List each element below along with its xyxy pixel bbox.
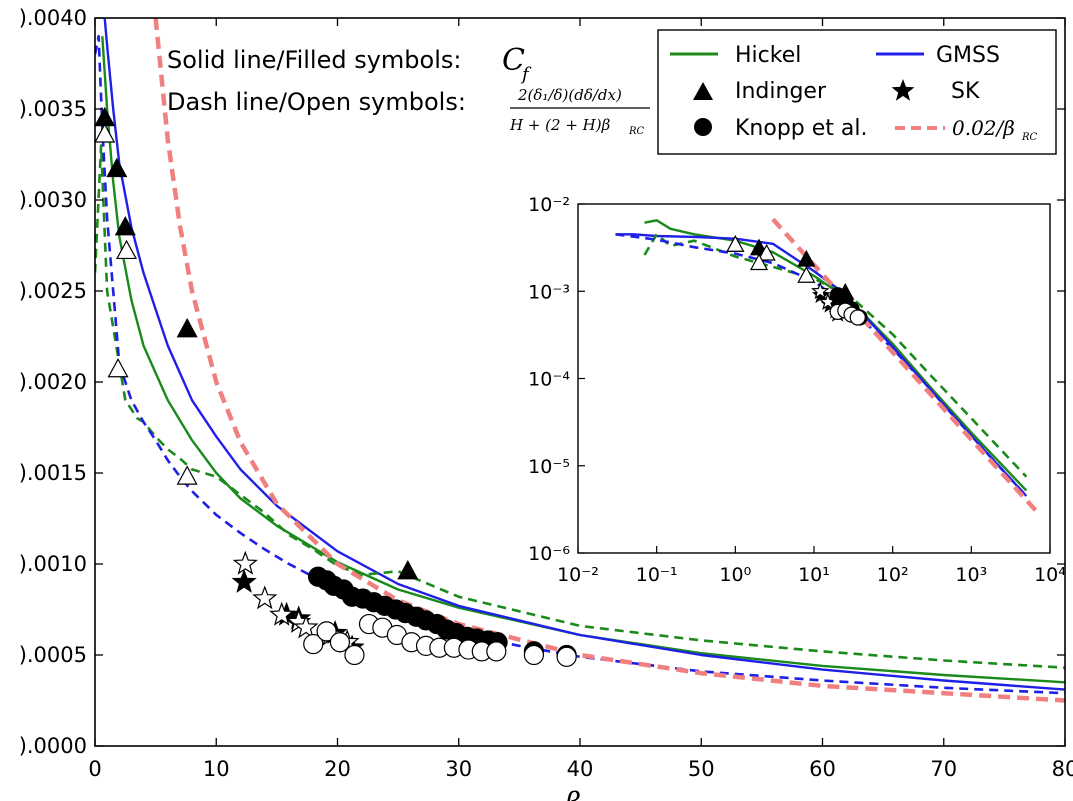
inset-indinger-marker-open-point [757, 243, 776, 261]
annotation-solid: Solid line/Filled symbols: [167, 46, 461, 74]
inset-x-tick-label: 10⁴ [1034, 564, 1066, 586]
annotation-frac-numerator: 2(δ₁/δ)(dδ/dx) [517, 86, 622, 104]
main-knopp-et-al-marker-open-point [329, 632, 351, 653]
main-gmss-dash-line [95, 34, 1065, 695]
main-indinger-marker-open-point [116, 239, 138, 260]
inset-x-tick-label: 10⁻² [557, 564, 599, 586]
main-knopp-et-al-marker-open-point [486, 641, 507, 662]
inset-ticks: 10⁻² 10⁻¹ 10⁰ 10¹ 10² 10³ 10⁴ 10⁻⁶ 10⁻⁵ 10⁻⁴ 10⁻³ 1… [528, 194, 1066, 586]
legend-sk-marker [891, 79, 915, 101]
annotation-solid-math: C [502, 43, 525, 78]
inset-gmss-dash-line [615, 233, 1028, 497]
inset-x-tick-label: 10² [877, 564, 909, 586]
inset-axes: 10⁻² 10⁻¹ 10⁰ 10¹ 10² 10³ 10⁴ 10⁻⁶ 10⁻⁵ 10⁻⁴ 10⁻³ 1… [528, 194, 1066, 586]
inset-indinger-marker-open-point [726, 235, 745, 252]
main-knopp-et-al-marker-open-point [303, 633, 324, 655]
inset-x-tick-label: 10⁻¹ [636, 564, 678, 586]
main-knopp-et-al-marker-open-point [344, 644, 365, 666]
main-knopp-et-al-marker-open-point [556, 646, 577, 667]
main-indinger-marker-filled-point [114, 216, 136, 236]
legend-sk-star [891, 79, 915, 101]
inset-sk-marker-open-point [810, 281, 830, 300]
main-knopp-et-al-marker-open-point [523, 644, 545, 666]
inset-indinger-marker-open-point [797, 266, 816, 283]
legend-hickel-label: Hickel [735, 43, 801, 68]
main-x-tick-label: 20 [324, 757, 351, 781]
inset-x-tick-label: 10¹ [798, 564, 830, 586]
main-sk-marker-filled-point [231, 568, 257, 593]
inset-knopp-et-al-marker-open-point [849, 309, 866, 326]
inset-y-tick-label: 10⁻³ [528, 281, 570, 303]
legend-knopp-marker [694, 118, 712, 136]
main-x-tick-label: 50 [688, 757, 715, 781]
inset-series [615, 217, 1040, 515]
main-y-tick-label: ).0030 [19, 188, 87, 212]
main-x-tick-label: 80 [1052, 757, 1073, 781]
legend-knopp-label: Knopp et al. [735, 116, 868, 141]
main-x-axis-label: β [564, 786, 581, 801]
main-indinger-marker-filled-point [95, 106, 116, 127]
main-x-tick-label: 10 [203, 757, 230, 781]
main-x-tick-label: 0 [88, 757, 101, 781]
main-y-tick-label: ).0035 [19, 97, 87, 121]
main-indinger-marker-filled-point [176, 317, 198, 338]
legend-reference-label: 0.02/β [952, 116, 1015, 140]
legend-frame [657, 29, 1057, 155]
main-indinger-marker-filled-point [397, 560, 419, 580]
main-y-tick-label: ).0000 [19, 734, 87, 758]
annotation: Solid line/Filled symbols: C f Dash line… [167, 43, 650, 137]
annotation-solid-math-sub: f [520, 64, 532, 85]
main-0-02-pinkdash-line [153, 18, 1065, 703]
main-sk-marker-open-point [293, 614, 319, 639]
legend-gmss-label: GMSS [936, 43, 1000, 68]
inset-x-tick-label: 10⁰ [719, 564, 751, 586]
main-indinger-marker-open-point [176, 465, 198, 485]
main-indinger-marker-open-point [107, 358, 129, 378]
main-sk-marker-open-point [232, 550, 258, 575]
main-ticks: 0 10 20 30 40 50 60 70 80 ).0000 ).0005 ).0010 ).001… [19, 6, 1073, 781]
main-y-tick-label: ).0015 [19, 461, 87, 485]
legend-sk-label: SK [951, 79, 980, 104]
inset-0-02-pinkdash-line [771, 217, 1040, 515]
inset-y-tick-label: 10⁻⁶ [528, 543, 570, 565]
inset-y-tick-label: 10⁻⁵ [528, 456, 570, 478]
main-y-tick-label: ).0020 [19, 370, 87, 394]
inset-indinger-marker-open-point [749, 253, 769, 271]
main-y-tick-label: ).0010 [19, 552, 87, 576]
main-axes: 0 10 20 30 40 50 60 70 80 ).0000 ).0005 ).0010 ).001… [19, 6, 1073, 801]
main-knopp-et-al-marker-open-point [316, 621, 337, 642]
inset-hickel-solid-line [644, 219, 1028, 492]
main-x-tick-label: 70 [930, 757, 957, 781]
inset-y-tick-label: 10⁻⁴ [528, 369, 570, 391]
main-y-tick-label: ).0005 [19, 643, 87, 667]
inset-indinger-marker-filled-point [797, 249, 816, 267]
main-x-tick-label: 60 [809, 757, 836, 781]
annotation-dash: Dash line/Open symbols: [167, 88, 466, 116]
main-series [95, 18, 1065, 703]
main-x-tick-label: 40 [567, 757, 594, 781]
annotation-frac-denominator: H + (2 + H)β [509, 116, 611, 134]
main-y-tick-label: ).0025 [19, 279, 87, 303]
legend-indinger-label: Indinger [735, 79, 827, 104]
annotation-frac-denominator-sub: RC [628, 126, 645, 137]
main-x-tick-label: 30 [445, 757, 472, 781]
main-sk-marker-open-point [269, 601, 295, 626]
inset-axes-background [578, 204, 1050, 553]
main-y-tick-label: ).0040 [19, 6, 87, 30]
legend-reference-label-sub: RC [1021, 132, 1038, 143]
inset-y-tick-label: 10⁻² [528, 194, 570, 216]
inset-x-tick-label: 10³ [955, 564, 987, 586]
legend-indinger-marker [693, 82, 713, 100]
main-indinger-marker-filled-point [106, 157, 128, 178]
legend: Hickel GMSS Indinger SK Knopp et al. 0.0… [657, 29, 1057, 155]
main-indinger-marker-open-point [95, 123, 116, 143]
main-hickel-solid-line [101, 36, 1065, 684]
main-sk-marker-open-point [252, 585, 278, 610]
